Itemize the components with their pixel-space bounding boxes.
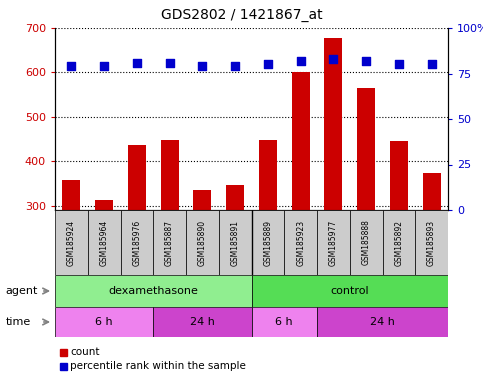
Text: GSM185889: GSM185889 xyxy=(263,220,272,265)
Bar xyxy=(55,210,88,275)
Bar xyxy=(95,200,113,210)
Text: 24 h: 24 h xyxy=(370,317,395,327)
Bar xyxy=(60,362,67,369)
Text: control: control xyxy=(330,286,369,296)
Text: GSM185893: GSM185893 xyxy=(427,219,436,266)
Bar xyxy=(153,307,252,337)
Point xyxy=(68,63,75,69)
Bar xyxy=(60,349,67,356)
Bar xyxy=(423,173,440,210)
Text: agent: agent xyxy=(6,286,38,296)
Bar xyxy=(357,88,375,210)
Point xyxy=(133,60,141,66)
Text: time: time xyxy=(6,317,31,327)
Point xyxy=(100,63,108,69)
Bar xyxy=(252,210,284,275)
Text: GSM185892: GSM185892 xyxy=(395,220,403,265)
Point xyxy=(264,61,272,68)
Bar xyxy=(415,210,448,275)
Bar xyxy=(226,185,244,210)
Bar xyxy=(383,210,415,275)
Bar xyxy=(161,140,179,210)
Text: GSM185888: GSM185888 xyxy=(362,220,370,265)
Bar xyxy=(390,141,408,210)
Bar xyxy=(252,307,317,337)
Point xyxy=(428,61,436,68)
Point xyxy=(166,60,173,66)
Text: 24 h: 24 h xyxy=(190,317,215,327)
Text: GDS2802 / 1421867_at: GDS2802 / 1421867_at xyxy=(161,8,322,22)
Bar xyxy=(88,210,120,275)
Bar xyxy=(55,307,153,337)
Text: percentile rank within the sample: percentile rank within the sample xyxy=(70,361,246,371)
Bar xyxy=(292,73,310,210)
Text: 6 h: 6 h xyxy=(275,317,293,327)
Text: dexamethasone: dexamethasone xyxy=(108,286,198,296)
Bar xyxy=(219,210,252,275)
Point xyxy=(395,61,403,68)
Point xyxy=(231,63,239,69)
Bar xyxy=(62,180,80,210)
Bar xyxy=(128,145,146,210)
Point xyxy=(199,63,206,69)
Text: GSM185891: GSM185891 xyxy=(230,220,240,265)
Text: GSM185890: GSM185890 xyxy=(198,219,207,266)
Bar xyxy=(284,210,317,275)
Bar xyxy=(259,140,277,210)
Text: GSM185977: GSM185977 xyxy=(329,219,338,266)
Bar xyxy=(153,210,186,275)
Point xyxy=(297,58,304,64)
Point xyxy=(329,56,337,62)
Text: GSM185923: GSM185923 xyxy=(296,219,305,266)
Text: GSM185924: GSM185924 xyxy=(67,219,76,266)
Bar xyxy=(55,275,252,307)
Bar xyxy=(186,210,219,275)
Text: count: count xyxy=(70,347,99,357)
Text: GSM185976: GSM185976 xyxy=(132,219,142,266)
Bar xyxy=(317,307,448,337)
Bar xyxy=(317,210,350,275)
Bar xyxy=(252,275,448,307)
Bar xyxy=(325,38,342,210)
Bar xyxy=(120,210,153,275)
Text: 6 h: 6 h xyxy=(95,317,113,327)
Point xyxy=(362,58,370,64)
Bar xyxy=(193,190,212,210)
Text: GSM185887: GSM185887 xyxy=(165,220,174,265)
Text: GSM185964: GSM185964 xyxy=(99,219,109,266)
Bar xyxy=(350,210,383,275)
